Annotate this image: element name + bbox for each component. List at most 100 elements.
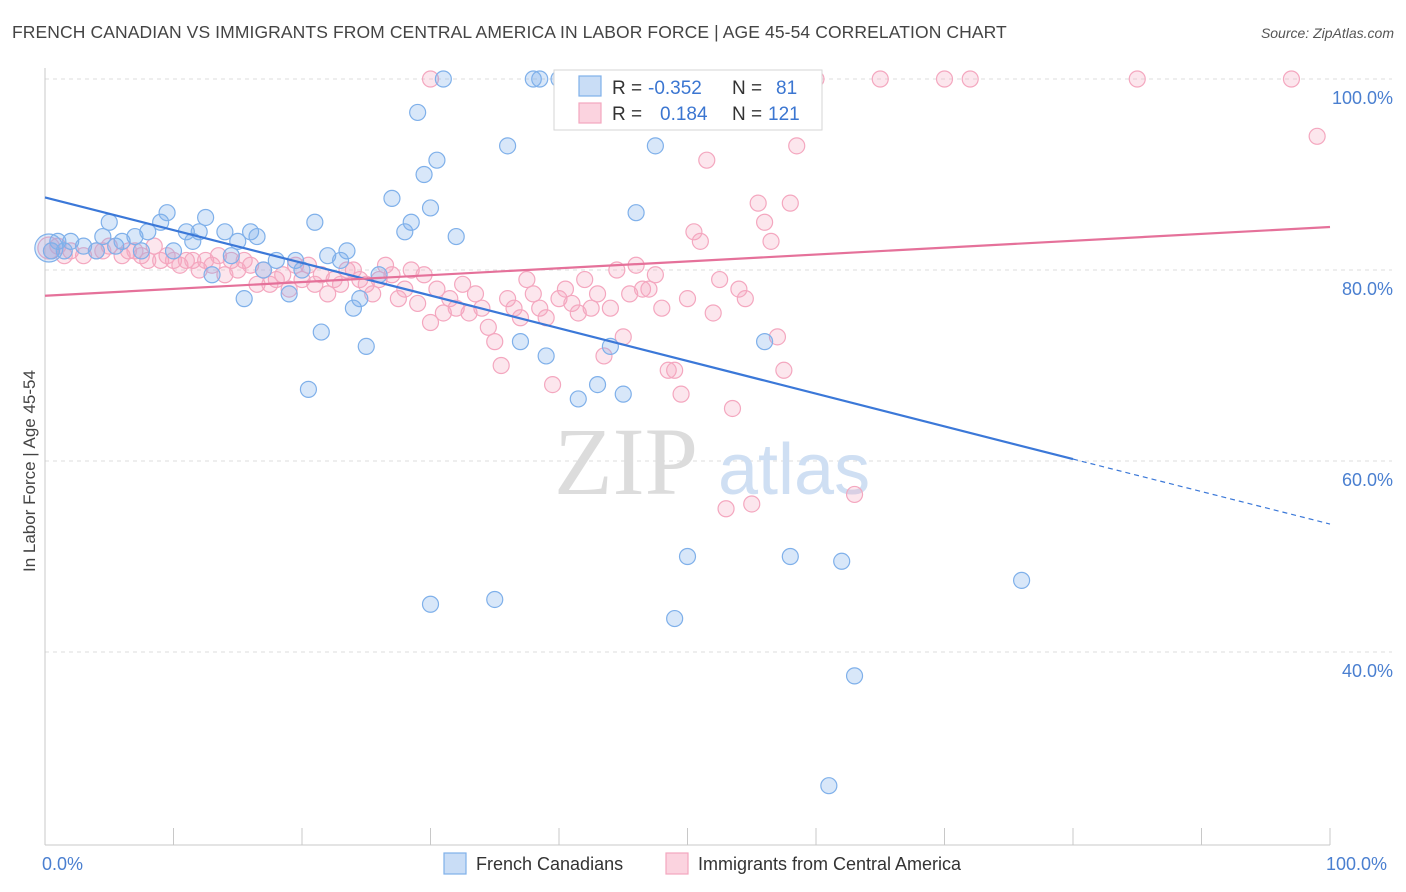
data-point-french-canadians bbox=[833, 552, 851, 570]
data-point-french-canadians bbox=[158, 204, 176, 222]
data-point-immigrants bbox=[743, 495, 761, 513]
data-point-immigrants bbox=[1282, 70, 1301, 88]
data-point-french-canadians bbox=[344, 299, 362, 317]
bottom-legend-label-blue: French Canadians bbox=[476, 854, 623, 874]
data-point-french-canadians bbox=[402, 213, 420, 231]
data-point-immigrants bbox=[588, 285, 607, 303]
data-point-immigrants bbox=[768, 328, 787, 346]
data-point-immigrants bbox=[364, 285, 382, 303]
data-point-immigrants bbox=[518, 270, 536, 289]
data-point-french-canadians bbox=[627, 204, 645, 222]
data-point-french-canadians bbox=[164, 242, 183, 260]
data-point-immigrants bbox=[672, 385, 690, 403]
data-point-immigrants bbox=[203, 256, 221, 274]
data-point-immigrants bbox=[781, 194, 799, 212]
data-point-immigrants bbox=[666, 361, 684, 379]
y-tick-label: 40.0% bbox=[1342, 661, 1393, 681]
data-point-french-canadians bbox=[62, 232, 80, 250]
legend-n-value-2: 121 bbox=[768, 104, 800, 125]
data-point-immigrants bbox=[486, 333, 504, 351]
data-point-immigrants bbox=[633, 280, 652, 298]
bottom-legend: French Canadians Immigrants from Central… bbox=[443, 852, 962, 875]
series-french-canadians-points bbox=[34, 70, 1031, 795]
legend-n-label-1: N = bbox=[732, 78, 762, 99]
data-point-immigrants bbox=[569, 304, 587, 322]
data-point-immigrants bbox=[640, 280, 658, 298]
data-point-immigrants bbox=[383, 266, 401, 284]
data-point-french-canadians bbox=[428, 151, 446, 169]
trend-line-french-canadians bbox=[44, 196, 1074, 461]
data-point-immigrants bbox=[479, 318, 497, 336]
data-point-immigrants bbox=[653, 299, 671, 317]
data-point-french-canadians bbox=[421, 199, 440, 217]
data-point-immigrants bbox=[736, 290, 754, 308]
data-point-immigrants bbox=[100, 237, 118, 255]
data-point-immigrants bbox=[421, 313, 440, 332]
data-point-french-canadians bbox=[216, 223, 234, 241]
data-point-french-canadians bbox=[248, 227, 266, 246]
x-tick-label-max: 100.0% bbox=[1326, 854, 1387, 874]
data-point-immigrants bbox=[492, 356, 510, 375]
data-point-immigrants bbox=[659, 361, 677, 379]
data-point-french-canadians bbox=[319, 247, 337, 265]
data-point-immigrants bbox=[678, 290, 697, 308]
x-tick-label-min: 0.0% bbox=[42, 854, 83, 874]
data-point-french-canadians bbox=[820, 777, 838, 795]
data-point-immigrants bbox=[550, 290, 568, 308]
legend-n-label-2: N = bbox=[732, 104, 762, 125]
data-point-french-canadians bbox=[254, 261, 273, 279]
data-point-french-canadians bbox=[569, 390, 587, 408]
data-point-french-canadians bbox=[845, 667, 864, 685]
watermark: ZIP atlas bbox=[554, 408, 870, 515]
data-point-french-canadians bbox=[87, 242, 106, 260]
data-point-immigrants bbox=[524, 285, 542, 303]
data-point-immigrants bbox=[685, 223, 703, 241]
y-tick-label: 100.0% bbox=[1332, 88, 1393, 108]
data-point-immigrants bbox=[775, 361, 793, 379]
bottom-legend-swatch-blue bbox=[443, 852, 467, 875]
data-point-french-canadians bbox=[421, 595, 440, 613]
data-point-french-canadians bbox=[126, 227, 144, 246]
legend-r-label-1: R = bbox=[612, 78, 642, 99]
data-point-french-canadians bbox=[74, 237, 93, 255]
data-point-immigrants bbox=[434, 304, 452, 322]
data-point-french-canadians bbox=[100, 213, 118, 231]
data-point-french-canadians bbox=[447, 227, 465, 246]
legend-n-value-1: 81 bbox=[776, 78, 797, 99]
data-point-immigrants bbox=[209, 247, 228, 265]
legend-swatch-blue bbox=[578, 75, 602, 97]
data-point-immigrants bbox=[755, 213, 774, 231]
data-point-immigrants bbox=[845, 485, 864, 504]
data-point-french-canadians bbox=[235, 290, 253, 308]
data-point-french-canadians bbox=[299, 380, 318, 398]
trend-lines bbox=[44, 196, 1331, 525]
data-point-french-canadians bbox=[415, 165, 433, 184]
data-point-immigrants bbox=[409, 294, 427, 313]
legend-r-value-2: 0.184 bbox=[660, 104, 708, 125]
data-point-french-canadians bbox=[42, 242, 61, 260]
data-point-immigrants bbox=[119, 242, 138, 260]
data-point-immigrants bbox=[145, 237, 163, 255]
data-point-immigrants bbox=[601, 299, 620, 317]
data-point-immigrants bbox=[717, 500, 735, 518]
data-point-immigrants bbox=[190, 261, 208, 279]
data-point-immigrants bbox=[576, 270, 594, 289]
data-point-immigrants bbox=[935, 70, 954, 88]
data-point-french-canadians bbox=[280, 285, 298, 303]
data-point-french-canadians bbox=[755, 333, 774, 351]
data-point-french-canadians bbox=[203, 266, 221, 284]
data-point-immigrants bbox=[582, 299, 600, 317]
data-point-immigrants bbox=[466, 285, 485, 303]
watermark-zip: ZIP bbox=[554, 408, 698, 515]
data-point-immigrants bbox=[543, 376, 562, 394]
y-tick-label: 80.0% bbox=[1342, 279, 1393, 299]
chart-title: FRENCH CANADIAN VS IMMIGRANTS FROM CENTR… bbox=[12, 22, 1007, 42]
legend-swatch-pink bbox=[578, 102, 602, 124]
data-point-french-canadians bbox=[49, 232, 67, 250]
data-point-immigrants bbox=[621, 285, 639, 303]
legend-r-value-1: -0.352 bbox=[648, 78, 702, 99]
data-point-immigrants bbox=[961, 70, 979, 88]
data-point-immigrants bbox=[723, 399, 742, 418]
data-point-immigrants bbox=[1128, 70, 1146, 88]
